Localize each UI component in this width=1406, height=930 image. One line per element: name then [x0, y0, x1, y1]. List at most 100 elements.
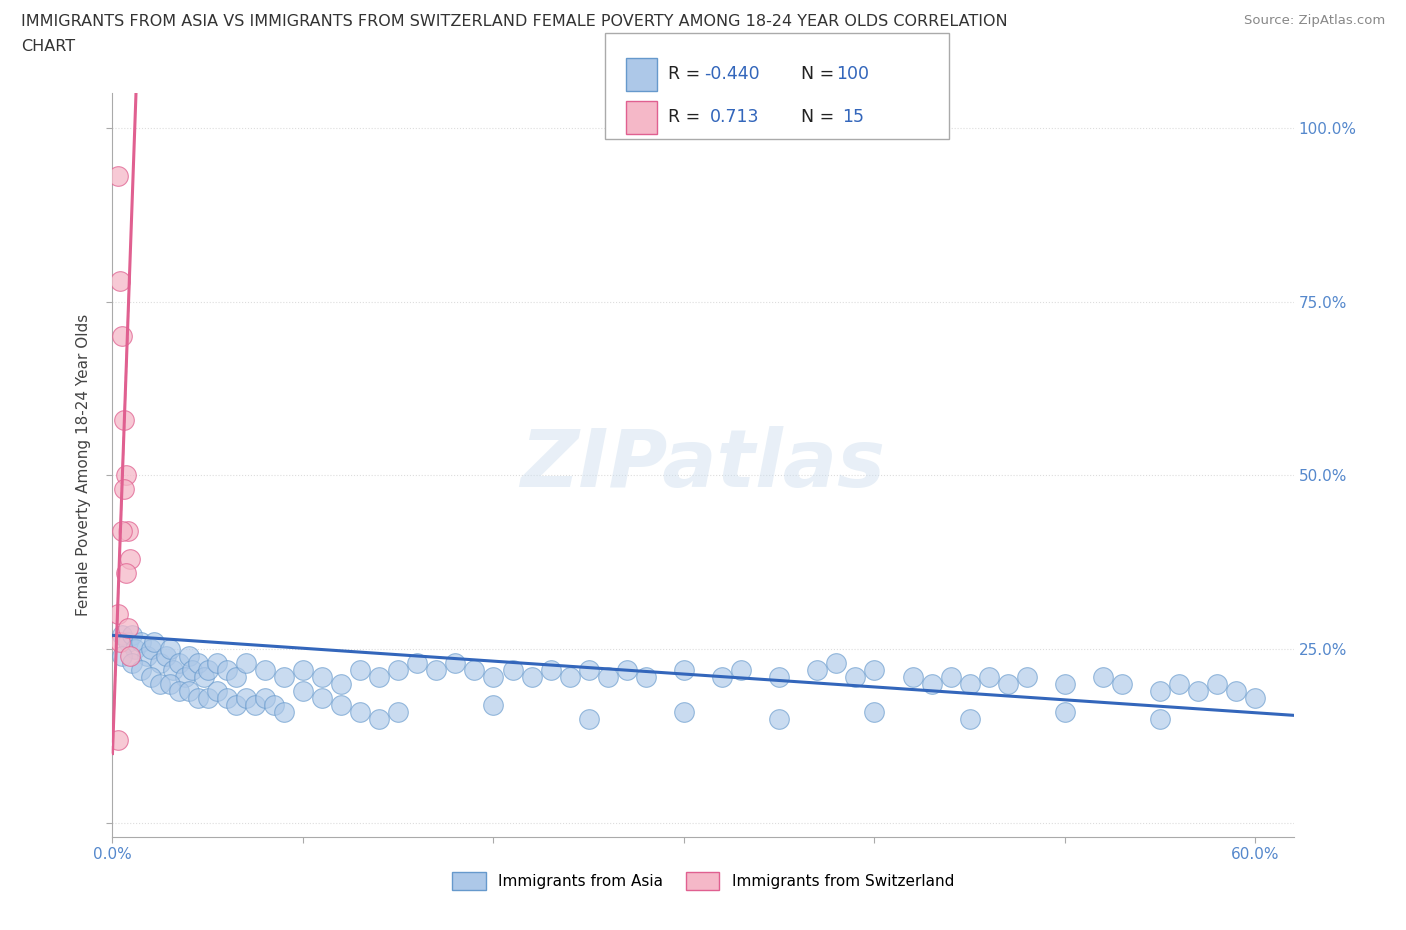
Point [149, 656, 172, 671]
Point [253, 663, 276, 678]
Point [225, 670, 247, 684]
Point [121, 656, 143, 671]
Point [1053, 677, 1076, 692]
Point [159, 677, 181, 692]
Point [112, 412, 135, 427]
Point [311, 670, 333, 684]
Point [330, 677, 353, 692]
Point [482, 698, 505, 712]
Point [578, 711, 600, 726]
Point [117, 524, 139, 538]
Point [207, 656, 229, 671]
Point [616, 663, 638, 678]
Point [730, 663, 752, 678]
Point [273, 704, 295, 719]
Point [193, 670, 215, 684]
Point [901, 670, 924, 684]
Point [349, 704, 371, 719]
Point [117, 635, 139, 650]
Point [107, 169, 129, 184]
Text: 0.713: 0.713 [710, 108, 759, 126]
Point [368, 711, 391, 726]
Point [187, 656, 209, 671]
Point [863, 663, 886, 678]
Point [921, 677, 943, 692]
Text: Source: ZipAtlas.com: Source: ZipAtlas.com [1244, 14, 1385, 27]
Point [197, 690, 219, 705]
Point [540, 663, 562, 678]
Point [959, 711, 981, 726]
Point [825, 656, 848, 671]
Point [1149, 711, 1171, 726]
Point [1225, 684, 1247, 698]
Point [124, 642, 146, 657]
Point [111, 524, 134, 538]
Text: R =: R = [668, 65, 706, 84]
Point [167, 684, 190, 698]
Point [117, 621, 139, 636]
Point [997, 677, 1019, 692]
Point [177, 684, 200, 698]
Point [114, 468, 136, 483]
Point [291, 663, 314, 678]
Point [129, 663, 152, 678]
Point [1092, 670, 1115, 684]
Point [108, 273, 131, 288]
Point [107, 607, 129, 622]
Point [139, 670, 162, 684]
Point [672, 663, 695, 678]
Point [197, 663, 219, 678]
Point [558, 670, 581, 684]
Point [139, 642, 162, 657]
Point [672, 704, 695, 719]
Point [143, 635, 166, 650]
Point [235, 690, 257, 705]
Point [207, 684, 229, 698]
Text: IMMIGRANTS FROM ASIA VS IMMIGRANTS FROM SWITZERLAND FEMALE POVERTY AMONG 18-24 Y: IMMIGRANTS FROM ASIA VS IMMIGRANTS FROM … [21, 14, 1008, 29]
Point [215, 690, 238, 705]
Text: 15: 15 [842, 108, 865, 126]
Point [1111, 677, 1133, 692]
Point [939, 670, 962, 684]
Point [502, 663, 524, 678]
Point [863, 704, 886, 719]
Point [1168, 677, 1191, 692]
Point [162, 663, 184, 678]
Point [368, 670, 391, 684]
Point [107, 732, 129, 747]
Text: 100: 100 [837, 65, 869, 84]
Point [482, 670, 505, 684]
Point [235, 656, 257, 671]
Point [263, 698, 285, 712]
Point [173, 670, 195, 684]
Point [111, 329, 134, 344]
Point [387, 663, 409, 678]
Text: N =: N = [801, 108, 845, 126]
Point [253, 690, 276, 705]
Point [149, 677, 172, 692]
Point [844, 670, 866, 684]
Y-axis label: Female Poverty Among 18-24 Year Olds: Female Poverty Among 18-24 Year Olds [76, 314, 91, 617]
Point [349, 663, 371, 678]
Point [135, 649, 157, 664]
Point [108, 635, 131, 650]
Point [177, 649, 200, 664]
Point [1206, 677, 1229, 692]
Point [1149, 684, 1171, 698]
Point [181, 663, 204, 678]
Point [768, 711, 790, 726]
Point [225, 698, 247, 712]
Point [444, 656, 467, 671]
Text: R =: R = [668, 108, 711, 126]
Text: ZIPatlas: ZIPatlas [520, 426, 886, 504]
Point [155, 649, 177, 664]
Point [596, 670, 619, 684]
Point [578, 663, 600, 678]
Point [768, 670, 790, 684]
Point [129, 635, 152, 650]
Point [425, 663, 447, 678]
Point [114, 565, 136, 580]
Point [959, 677, 981, 692]
Point [311, 690, 333, 705]
Point [977, 670, 1000, 684]
